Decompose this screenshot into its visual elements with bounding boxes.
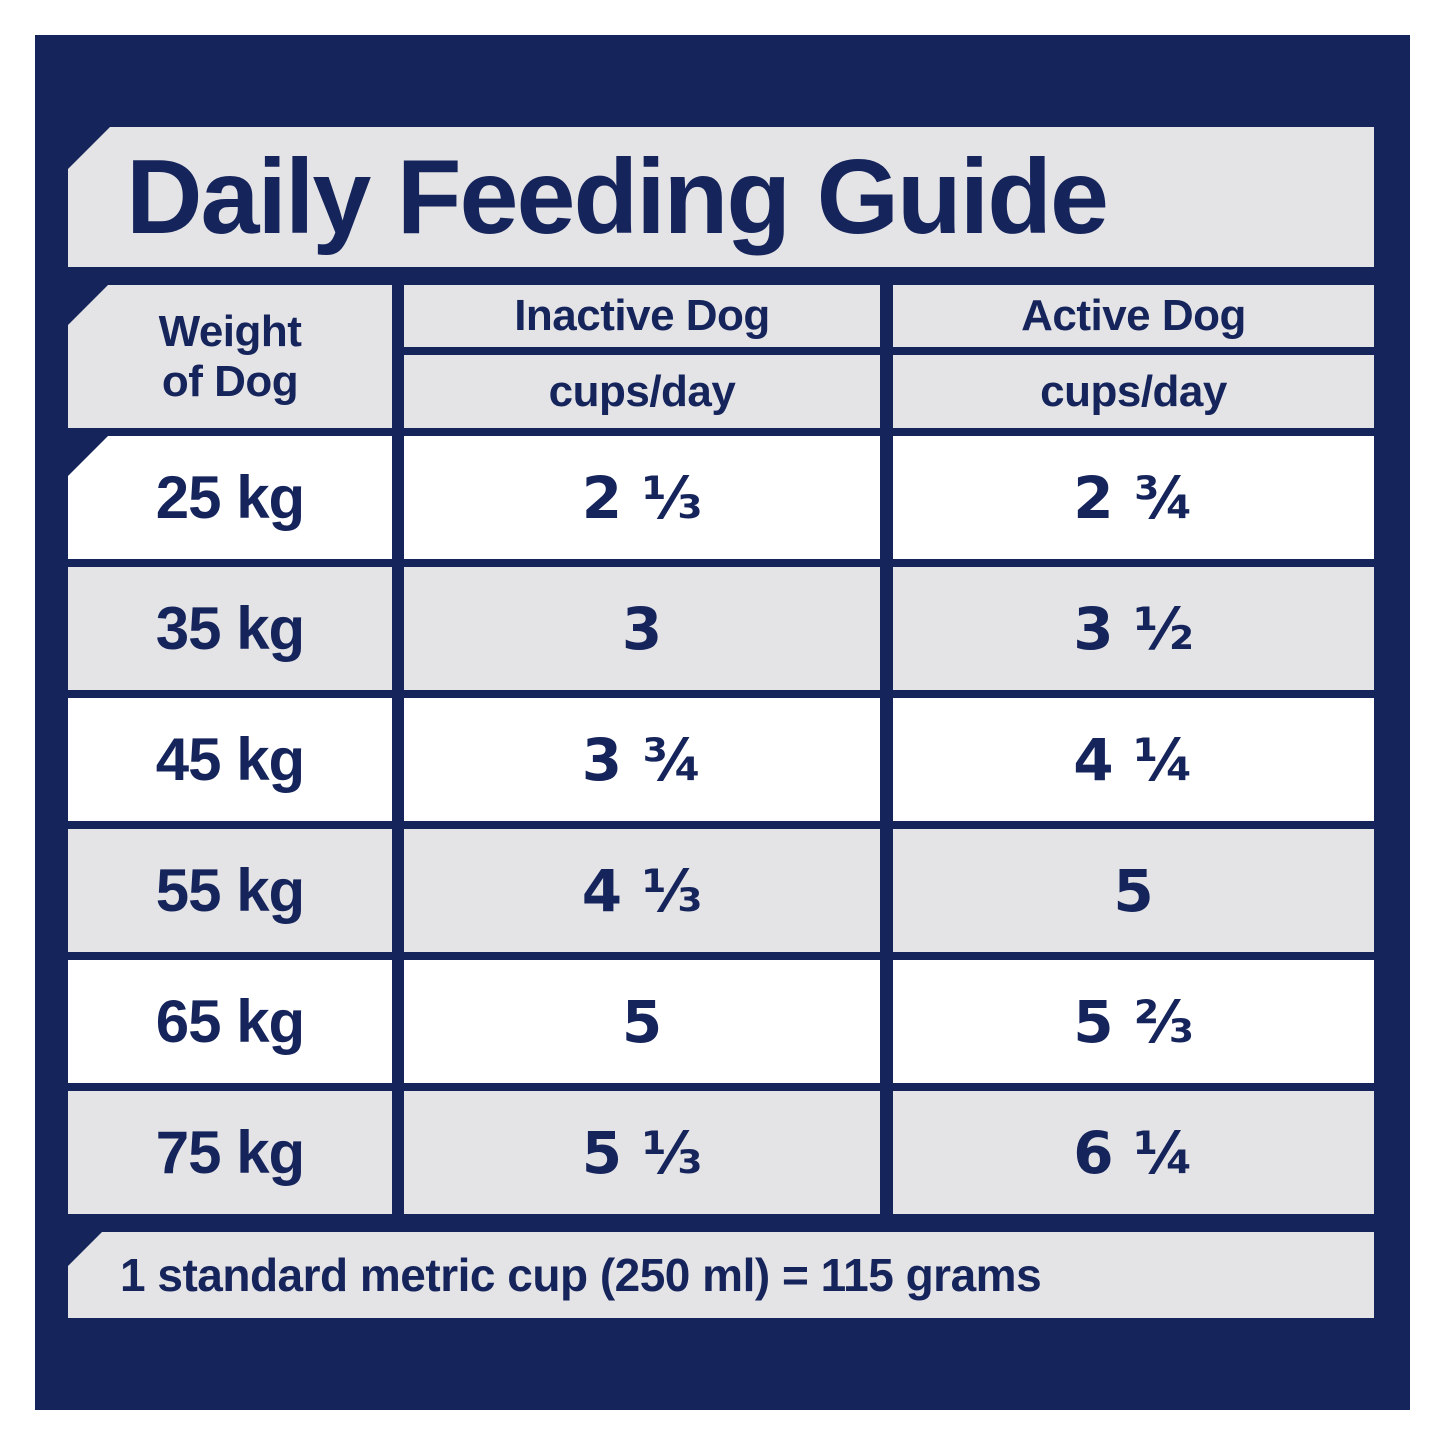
active-cups-cell: 6 ¼ [893, 1091, 1374, 1214]
weight-cell: 35 kg [68, 567, 392, 690]
active-cups-cell: 3 ½ [893, 567, 1374, 690]
header-weight-of-dog: Weight of Dog [68, 285, 392, 428]
table-row: 55 kg 4 ⅓ 5 [68, 829, 1374, 952]
unit-label: cups/day [548, 366, 736, 416]
weight-cell: 75 kg [68, 1091, 392, 1214]
active-cups-cell: 2 ¾ [893, 436, 1374, 559]
header-active-dog: Active Dog [893, 285, 1374, 347]
header-active-label: Active Dog [1021, 291, 1246, 340]
header-active-unit: cups/day [893, 355, 1374, 428]
header-inactive-dog: Inactive Dog [404, 285, 880, 347]
table-header: Weight of Dog Inactive Dog cups/day Acti… [68, 285, 1374, 428]
header-inactive-unit: cups/day [404, 355, 880, 428]
weight-cell: 25 kg [68, 436, 392, 559]
table-row: 25 kg 2 ⅓ 2 ¾ [68, 436, 1374, 559]
inactive-cups-cell: 5 [404, 960, 880, 1083]
header-inactive-label: Inactive Dog [514, 291, 770, 340]
header-weight-line2: of Dog [161, 356, 299, 406]
table-row: 75 kg 5 ⅓ 6 ¼ [68, 1091, 1374, 1214]
inactive-cups-cell: 3 ¾ [404, 698, 880, 821]
inactive-cups-cell: 5 ⅓ [404, 1091, 880, 1214]
header-inactive-column: Inactive Dog cups/day [404, 285, 880, 428]
active-cups-cell: 5 [893, 829, 1374, 952]
weight-cell: 65 kg [68, 960, 392, 1083]
footer-note: 1 standard metric cup (250 ml) = 115 gra… [120, 1249, 1042, 1301]
table-row: 35 kg 3 3 ½ [68, 567, 1374, 690]
feeding-guide-panel: Daily Feeding Guide Weight of Dog Inacti… [35, 35, 1410, 1410]
active-cups-cell: 5 ⅔ [893, 960, 1374, 1083]
page-title: Daily Feeding Guide [126, 137, 1109, 256]
header-active-column: Active Dog cups/day [893, 285, 1374, 428]
table-body: 25 kg 2 ⅓ 2 ¾ 35 kg 3 3 ½ 45 kg 3 ¾ 4 ¼ … [35, 436, 1410, 1214]
table-row: 45 kg 3 ¾ 4 ¼ [68, 698, 1374, 821]
active-cups-cell: 4 ¼ [893, 698, 1374, 821]
inactive-cups-cell: 2 ⅓ [404, 436, 880, 559]
weight-cell: 45 kg [68, 698, 392, 821]
title-bar: Daily Feeding Guide [68, 127, 1374, 267]
table-row: 65 kg 5 5 ⅔ [68, 960, 1374, 1083]
unit-label: cups/day [1040, 366, 1227, 416]
inactive-cups-cell: 3 [404, 567, 880, 690]
weight-cell: 55 kg [68, 829, 392, 952]
header-weight-line1: Weight [158, 307, 302, 357]
inactive-cups-cell: 4 ⅓ [404, 829, 880, 952]
footer-note-bar: 1 standard metric cup (250 ml) = 115 gra… [68, 1232, 1374, 1318]
